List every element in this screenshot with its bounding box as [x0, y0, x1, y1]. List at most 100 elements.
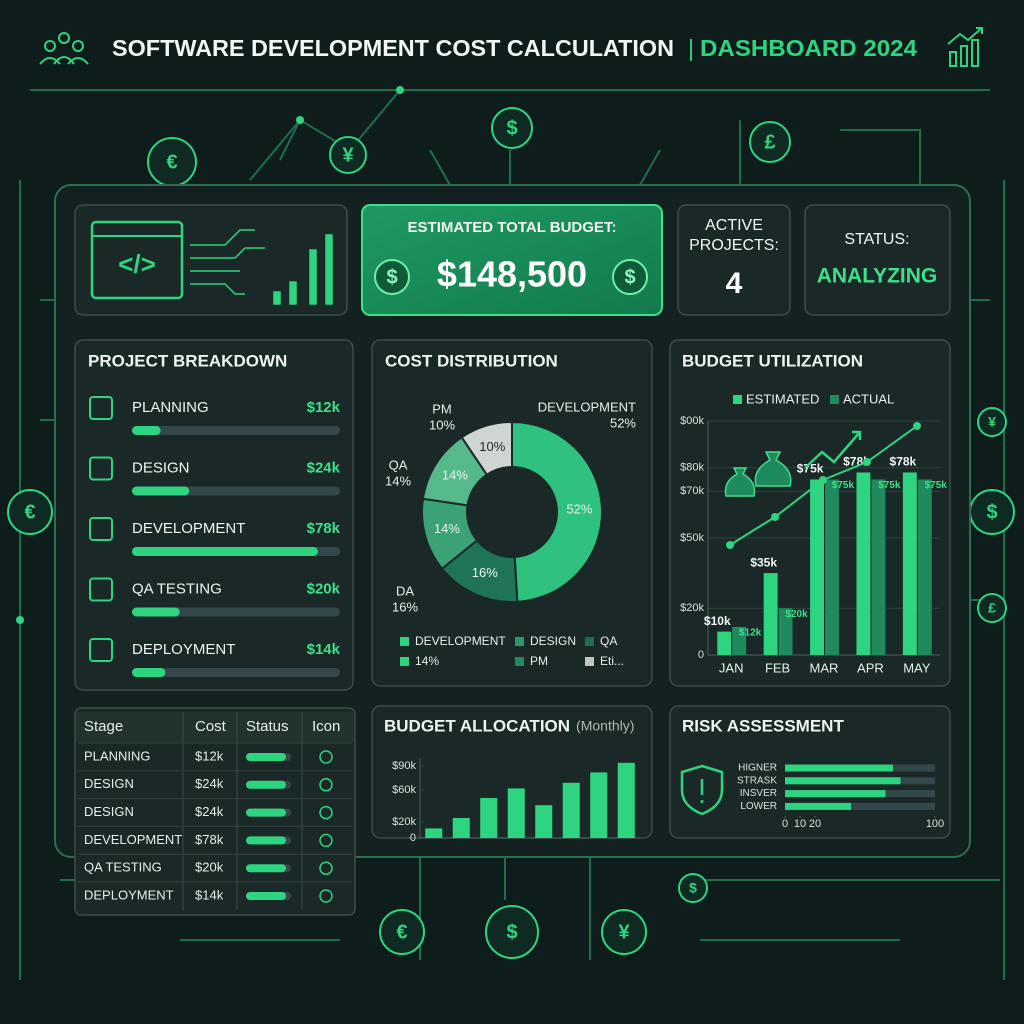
pie-slice — [460, 420, 513, 477]
shield-icon — [680, 764, 724, 816]
y-tick-label: $60k — [392, 784, 416, 796]
coin-symbol: $ — [506, 921, 517, 943]
item-icon — [89, 577, 113, 602]
coin: $ — [491, 107, 533, 149]
breakdown-panel — [74, 339, 354, 691]
bar — [617, 762, 635, 838]
coin: ¥ — [329, 136, 367, 174]
slice-percent: 52% — [610, 415, 636, 430]
legend-label: ACTUAL — [843, 391, 894, 406]
coin-symbol: £ — [764, 131, 775, 153]
bar — [717, 631, 732, 655]
table-cell: DESIGN — [84, 804, 134, 819]
slice-category: QA — [389, 457, 408, 472]
slice-label: 14% — [434, 521, 460, 536]
legend-swatch — [585, 657, 594, 666]
panel-title: PROJECT BREAKDOWN — [88, 351, 287, 370]
projects-label: PROJECTS: — [689, 237, 779, 254]
bar-label: $78k — [890, 455, 917, 469]
coin-ring — [601, 909, 647, 955]
node — [396, 86, 404, 94]
bar — [810, 479, 824, 655]
budget-panel — [361, 204, 663, 316]
x-tick-label: 100 — [926, 818, 944, 830]
legend-label: DESIGN — [530, 634, 576, 648]
status-fill — [246, 836, 286, 845]
item-value: $14k — [307, 641, 341, 658]
x-tick-label: FEB — [765, 660, 790, 675]
budget-coin-symbol: $ — [386, 266, 397, 288]
budget-coin-symbol: $ — [624, 266, 635, 288]
y-tick-label: $20k — [392, 816, 416, 828]
table-cell: DESIGN — [84, 776, 134, 791]
legend-label: DEVELOPMENT — [415, 634, 506, 648]
bar — [763, 573, 778, 655]
legend-swatch — [585, 637, 594, 646]
coin: € — [147, 137, 197, 187]
slice-label: 16% — [472, 565, 498, 580]
code-symbol: </> — [118, 249, 156, 279]
coin-ring — [7, 489, 53, 535]
coin-symbol: $ — [689, 880, 697, 896]
item-label: DEVELOPMENT — [132, 520, 245, 537]
bar — [856, 472, 871, 655]
progress-fill — [132, 668, 166, 677]
coin: £ — [749, 121, 791, 163]
coin-ring — [485, 905, 539, 959]
slice-label: 14% — [442, 467, 468, 482]
x-tick-label: MAY — [903, 660, 931, 675]
bar — [785, 790, 886, 798]
node — [16, 616, 24, 624]
status-panel — [804, 204, 951, 316]
x-tick-label: APR — [857, 660, 884, 675]
pie-slice — [511, 420, 603, 603]
table-cell: $78k — [195, 832, 224, 847]
table-header: Icon — [312, 718, 340, 735]
x-tick-label: 20 — [809, 818, 821, 830]
legend-label: ESTIMATED — [746, 391, 819, 406]
bar-label: $75k — [832, 480, 855, 491]
bar — [785, 764, 893, 772]
item-label: DESIGN — [132, 459, 190, 476]
item-label: QA TESTING — [132, 580, 222, 597]
breakdown-list: PLANNING $12k DESIGN $24k DEVELOPMENT $78k QA … — [89, 396, 341, 677]
page-title: SOFTWARE DEVELOPMENT COST CALCULATION — [112, 35, 674, 61]
item-icon — [89, 638, 113, 662]
slice-label: 10% — [479, 439, 505, 454]
table-cell: $24k — [195, 776, 224, 791]
node — [296, 116, 304, 124]
status-fill — [246, 753, 286, 761]
bar-label: $20k — [785, 609, 808, 620]
coin-ring — [329, 136, 367, 174]
legend-swatch — [515, 637, 524, 646]
charts: COST DISTRIBUTION52%DEVELOPMENT52%16%DA1… — [384, 351, 947, 843]
item-icon — [89, 396, 113, 420]
legend-label: PM — [530, 654, 548, 668]
legend-label: QA — [600, 634, 617, 648]
bar-label: $75k — [797, 462, 824, 476]
progress-track — [132, 607, 340, 617]
coin: £ — [977, 593, 1007, 623]
coin-ring — [977, 407, 1007, 437]
status-fill — [246, 892, 286, 900]
coin-symbol: £ — [988, 600, 996, 616]
header: SOFTWARE DEVELOPMENT COST CALCULATION | … — [39, 27, 983, 67]
legend-label: 14% — [415, 654, 439, 668]
x-tick-label: JAN — [719, 660, 744, 675]
item-value: $20k — [307, 580, 341, 597]
coin-symbol: $ — [986, 501, 997, 523]
legend-swatch — [400, 657, 409, 666]
status-label: STATUS: — [844, 231, 909, 248]
table-cell: DEPLOYMENT — [84, 887, 174, 902]
budget-value: $148,500 — [437, 254, 587, 295]
bar — [785, 777, 901, 785]
x-tick-label: MAR — [810, 660, 839, 675]
table-cell: PLANNING — [84, 748, 150, 763]
coin-symbol: ¥ — [618, 921, 630, 943]
status-icon — [319, 861, 333, 875]
status-fill — [246, 864, 286, 873]
panel-subtitle: (Monthly) — [576, 718, 634, 734]
coin: $ — [969, 489, 1015, 535]
coin-ring — [491, 107, 533, 149]
x-tick-label: 10 — [794, 818, 806, 830]
